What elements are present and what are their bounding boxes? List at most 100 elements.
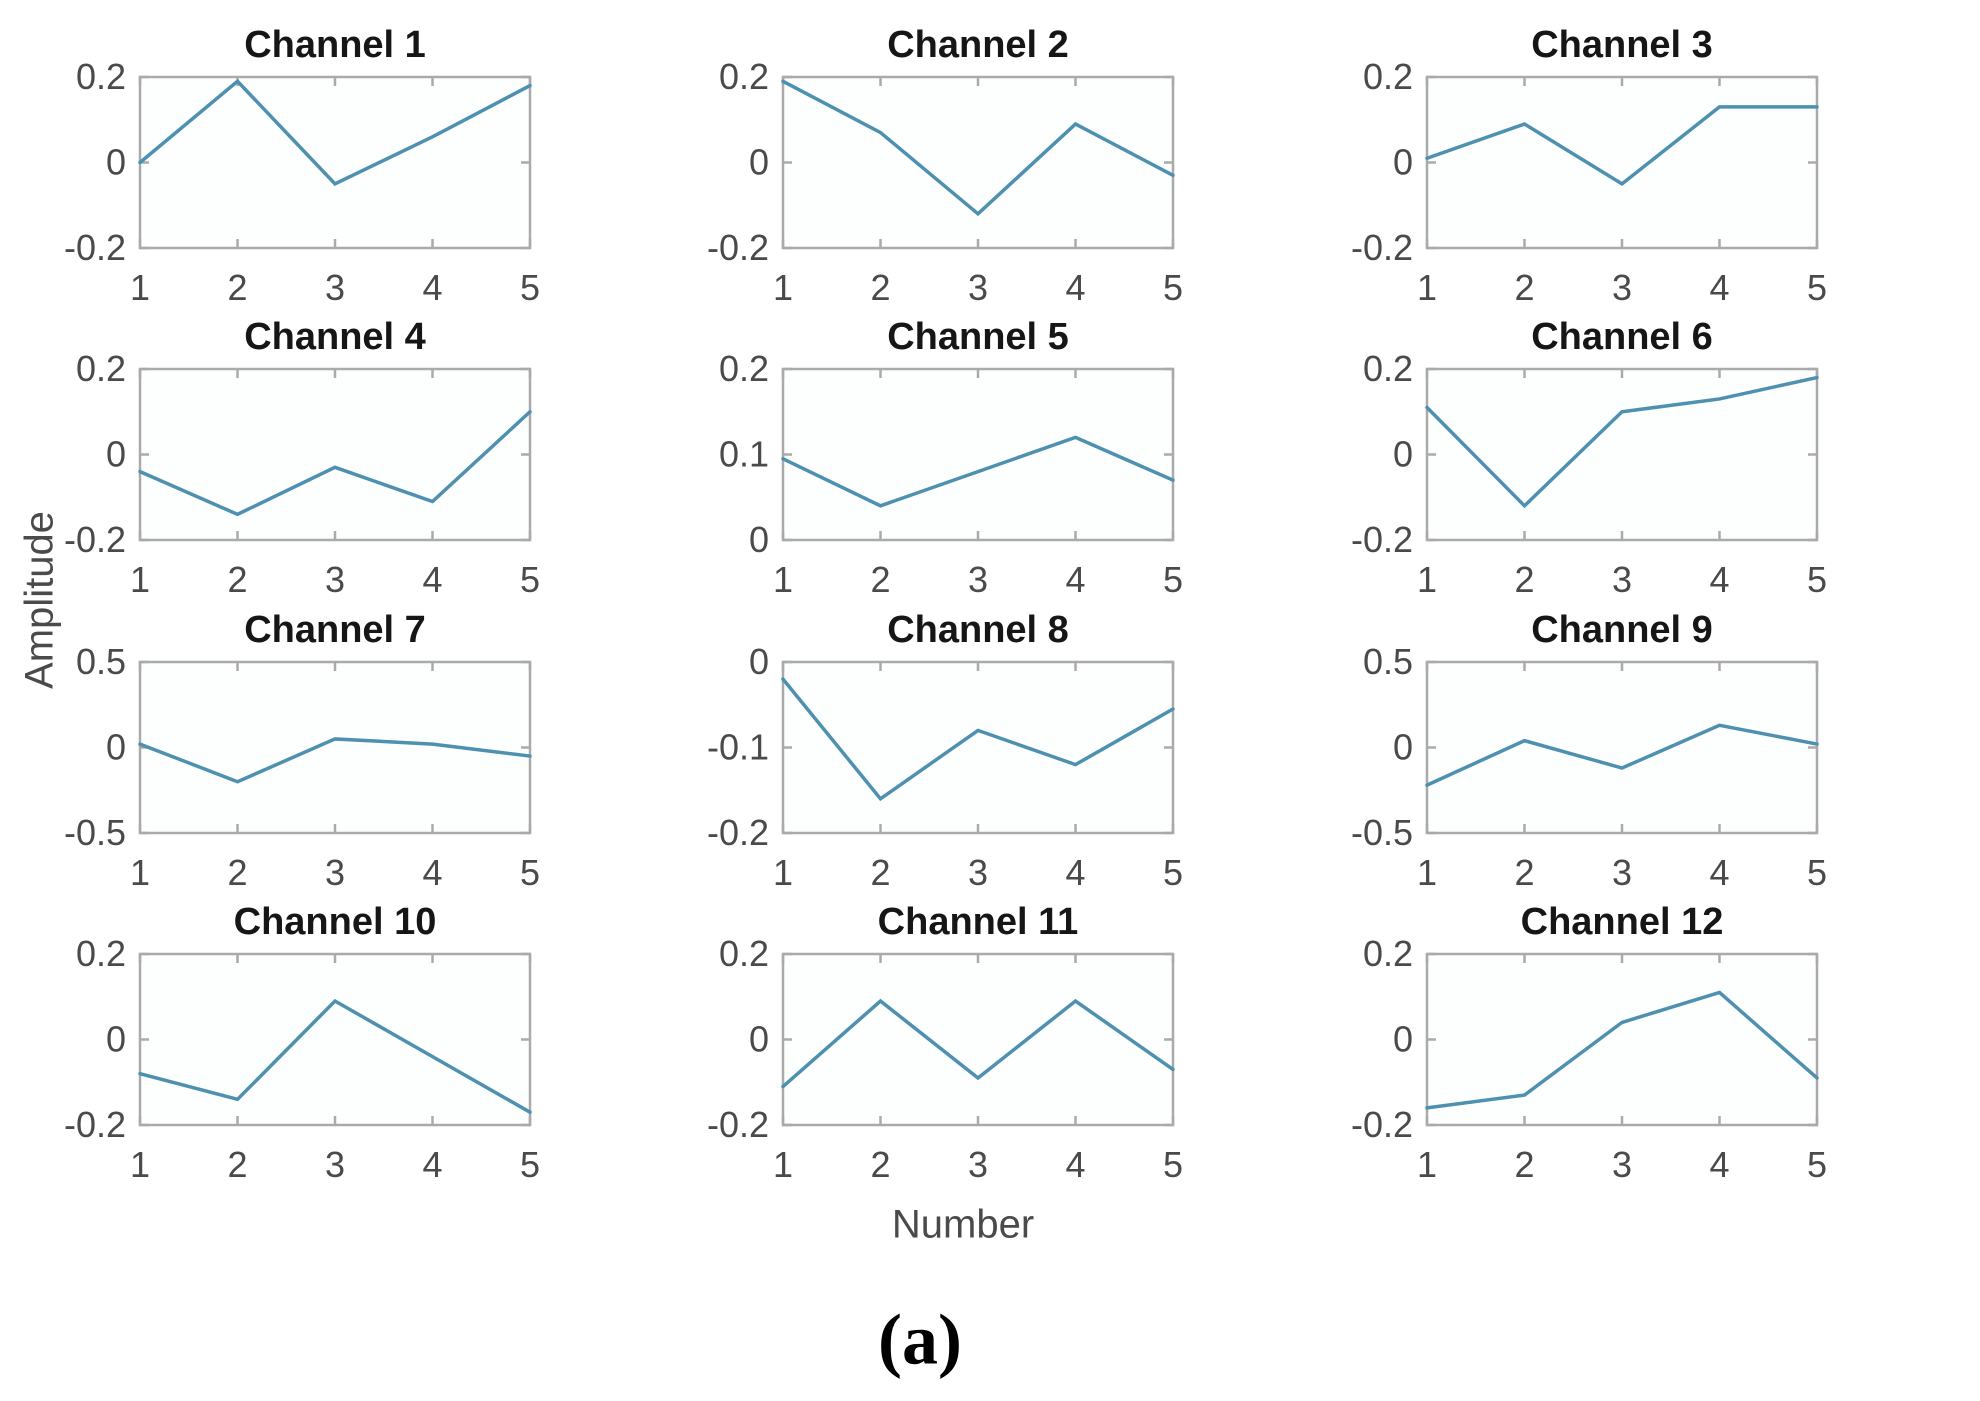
- subplot-title: Channel 2: [887, 24, 1069, 66]
- y-tick-label: 0: [749, 142, 769, 183]
- line-series: [781, 435, 1175, 508]
- y-tick-label: 0.2: [1363, 348, 1413, 389]
- subplot-title: Channel 7: [244, 609, 426, 651]
- plot-box: [138, 367, 532, 542]
- x-tick-label: 1: [130, 267, 150, 308]
- x-tick-label: 4: [1709, 559, 1729, 600]
- line-series: [1425, 375, 1819, 509]
- subplot-title: Channel 11: [878, 901, 1079, 943]
- x-tick-label: 3: [1612, 267, 1632, 308]
- x-tick-label: 3: [325, 267, 345, 308]
- line-series: [138, 78, 532, 187]
- x-tick-label: 4: [1709, 267, 1729, 308]
- y-tick-label: -0.2: [64, 1104, 126, 1145]
- x-tick-label: 5: [1163, 267, 1183, 308]
- x-tick-label: 2: [870, 1144, 890, 1185]
- x-tick-label: 1: [1417, 852, 1437, 893]
- x-tick-label: 3: [1612, 852, 1632, 893]
- x-tick-label: 2: [227, 852, 247, 893]
- y-tick-label: 0.2: [1363, 933, 1413, 974]
- x-tick-label: 2: [1514, 852, 1534, 893]
- x-tick-label: 5: [1163, 1144, 1183, 1185]
- x-tick-label: 3: [1612, 559, 1632, 600]
- y-tick-label: 0.2: [76, 56, 126, 97]
- line-series: [1425, 105, 1819, 187]
- x-tick-label: 4: [1709, 852, 1729, 893]
- x-tick-label: 2: [227, 559, 247, 600]
- y-tick-label: -0.2: [1351, 227, 1413, 268]
- y-tick-label: -0.2: [707, 227, 769, 268]
- subplot-channel-5: 1 2 3 4 5 0.2 0.1 0 Channel 5: [719, 316, 1183, 600]
- x-tick-label: 4: [1065, 559, 1085, 600]
- x-tick-label: 3: [325, 852, 345, 893]
- x-tick-label: 5: [520, 852, 540, 893]
- x-tick-label: 2: [870, 852, 890, 893]
- subplot-channel-1: 1 2 3 4 5 0.2 0 -0.2 Channel 1: [64, 24, 540, 308]
- y-tick-label: 0: [106, 1019, 126, 1060]
- x-tick-label: 1: [773, 1144, 793, 1185]
- y-tick-label: 0.2: [719, 348, 769, 389]
- y-tick-label: 0.2: [719, 56, 769, 97]
- y-tick-label: 0: [1393, 727, 1413, 768]
- x-tick-label: 2: [1514, 1144, 1534, 1185]
- subplot-title: Channel 3: [1531, 24, 1713, 66]
- subplot-title: Channel 9: [1531, 609, 1713, 651]
- line-series: [138, 998, 532, 1114]
- subplot-title: Channel 5: [887, 316, 1069, 358]
- subplot-channel-7: 1 2 3 4 5 0.5 0 -0.5 Channel 7: [64, 609, 540, 893]
- subplot-channel-10: 1 2 3 4 5 0.2 0 -0.2 Channel 10: [64, 901, 540, 1185]
- x-tick-label: 1: [130, 852, 150, 893]
- y-tick-label: 0.2: [1363, 56, 1413, 97]
- subplot-channel-2: 1 2 3 4 5 0.2 0 -0.2 Channel 2: [707, 24, 1183, 308]
- x-tick-label: 4: [1065, 267, 1085, 308]
- plot-box: [781, 952, 1175, 1127]
- y-tick-label: -0.2: [1351, 1104, 1413, 1145]
- x-tick-label: 2: [1514, 559, 1534, 600]
- x-axis-label: Number: [891, 1202, 1035, 1247]
- plot-box: [1425, 75, 1819, 250]
- subplot-channel-9: 1 2 3 4 5 0.5 0 -0.5 Channel 9: [1351, 609, 1827, 893]
- y-tick-label: 0: [749, 641, 769, 682]
- x-tick-label: 1: [130, 1144, 150, 1185]
- plot-box: [138, 75, 532, 250]
- y-tick-label: -0.2: [64, 519, 126, 560]
- x-tick-label: 5: [1807, 559, 1827, 600]
- x-tick-label: 5: [1163, 559, 1183, 600]
- line-series: [781, 998, 1175, 1089]
- x-tick-label: 4: [1065, 1144, 1085, 1185]
- line-series: [138, 737, 532, 784]
- subplot-title: Channel 10: [234, 901, 437, 943]
- subplot-channel-4: 1 2 3 4 5 0.2 0 -0.2 Channel 4: [64, 316, 540, 600]
- subplot-channel-11: 1 2 3 4 5 0.2 0 -0.2 Channel 11: [707, 901, 1183, 1185]
- x-tick-label: 1: [130, 559, 150, 600]
- x-tick-label: 5: [520, 1144, 540, 1185]
- x-tick-label: 5: [1807, 1144, 1827, 1185]
- subplot-title: Channel 8: [887, 609, 1069, 651]
- x-tick-label: 3: [968, 267, 988, 308]
- subplot-channel-12: 1 2 3 4 5 0.2 0 -0.2 Channel 12: [1351, 901, 1827, 1185]
- plot-box: [138, 952, 532, 1127]
- line-series: [781, 79, 1175, 217]
- x-tick-label: 1: [773, 267, 793, 308]
- x-tick-label: 2: [870, 559, 890, 600]
- plot-box: [1425, 367, 1819, 542]
- x-tick-label: 4: [1065, 852, 1085, 893]
- x-tick-label: 5: [520, 267, 540, 308]
- x-tick-label: 1: [1417, 1144, 1437, 1185]
- x-tick-label: 5: [1807, 852, 1827, 893]
- y-tick-label: -0.5: [64, 812, 126, 853]
- x-tick-label: 2: [227, 1144, 247, 1185]
- y-tick-label: 0: [749, 1019, 769, 1060]
- x-tick-label: 4: [1709, 1144, 1729, 1185]
- y-tick-label: 0: [106, 142, 126, 183]
- y-tick-label: 0.5: [1363, 641, 1413, 682]
- x-tick-label: 1: [1417, 267, 1437, 308]
- y-tick-label: -0.1: [707, 727, 769, 768]
- y-tick-label: 0.2: [76, 348, 126, 389]
- y-tick-label: 0: [106, 727, 126, 768]
- y-tick-label: 0.2: [719, 933, 769, 974]
- y-tick-label: 0: [1393, 142, 1413, 183]
- y-tick-label: -0.2: [707, 812, 769, 853]
- x-tick-label: 4: [422, 1144, 442, 1185]
